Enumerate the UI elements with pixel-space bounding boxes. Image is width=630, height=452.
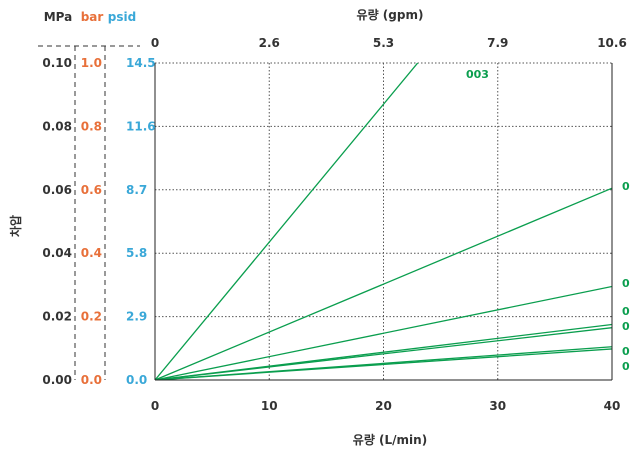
series-line [155, 348, 612, 380]
series-label: 0 [622, 305, 630, 318]
series-lines [155, 63, 612, 380]
axes: 0 10 20 30 40 0 2.6 5.3 7.9 10.6 MPa 0.00 0.02 0.04 0.… [42, 10, 626, 413]
x-tick-label: 20 [375, 399, 392, 413]
top-x-tick-label: 2.6 [259, 36, 280, 50]
top-x-tick-label: 5.3 [373, 36, 394, 50]
series-label: 0 [622, 180, 630, 193]
y-unit-header: psid [108, 10, 136, 24]
series-line [155, 327, 612, 380]
series-label: 003 [466, 68, 489, 81]
series-label: 0 [622, 345, 630, 358]
y-tick-label-psid: 11.6 [126, 119, 156, 133]
y-tick-label-mpa: 0.08 [42, 119, 72, 133]
top-x-tick-label: 10.6 [597, 36, 627, 50]
y-tick-label-mpa: 0.04 [42, 246, 72, 260]
series-label: 0 [622, 360, 630, 373]
y-tick-label-bar: 0.8 [81, 119, 102, 133]
y-axis-title: 차압 [8, 215, 23, 237]
y-tick-label-mpa: 0.10 [42, 56, 72, 70]
y-tick-label-psid: 8.7 [126, 183, 147, 197]
y-tick-label-psid: 14.5 [126, 56, 156, 70]
grid [155, 62, 612, 380]
y-unit-header: bar [81, 10, 104, 24]
y-tick-label-bar: 0.2 [81, 310, 102, 324]
series-label: 0 [622, 320, 630, 333]
x-tick-label: 10 [261, 399, 278, 413]
y-tick-label-mpa: 0.00 [42, 373, 72, 387]
series-label: 0 [622, 277, 630, 290]
y-tick-label-psid: 0.0 [126, 373, 147, 387]
y-tick-label-psid: 2.9 [126, 310, 147, 324]
series-line [155, 187, 612, 380]
y-tick-label-mpa: 0.02 [42, 310, 72, 324]
y-tick-label-bar: 0.4 [81, 246, 102, 260]
series-labels: 003 0 0 0 0 0 0 [466, 68, 630, 373]
x-tick-label: 0 [151, 399, 159, 413]
y-tick-label-mpa: 0.06 [42, 183, 72, 197]
bottom-x-axis-title: 유량 (L/min) [353, 433, 427, 447]
y-unit-header: MPa [44, 10, 73, 24]
y-tick-label-bar: 1.0 [81, 56, 102, 70]
y-tick-label-bar: 0.0 [81, 373, 102, 387]
x-tick-label: 40 [604, 399, 621, 413]
top-x-tick-label: 0 [151, 36, 159, 50]
top-x-tick-label: 7.9 [487, 36, 508, 50]
top-x-axis-title: 유량 (gpm) [357, 8, 424, 22]
plot-frame [38, 45, 613, 381]
y-tick-label-psid: 5.8 [126, 246, 147, 260]
series-line [155, 63, 419, 380]
x-tick-label: 30 [489, 399, 506, 413]
series-line [155, 285, 612, 380]
y-tick-label-bar: 0.6 [81, 183, 102, 197]
